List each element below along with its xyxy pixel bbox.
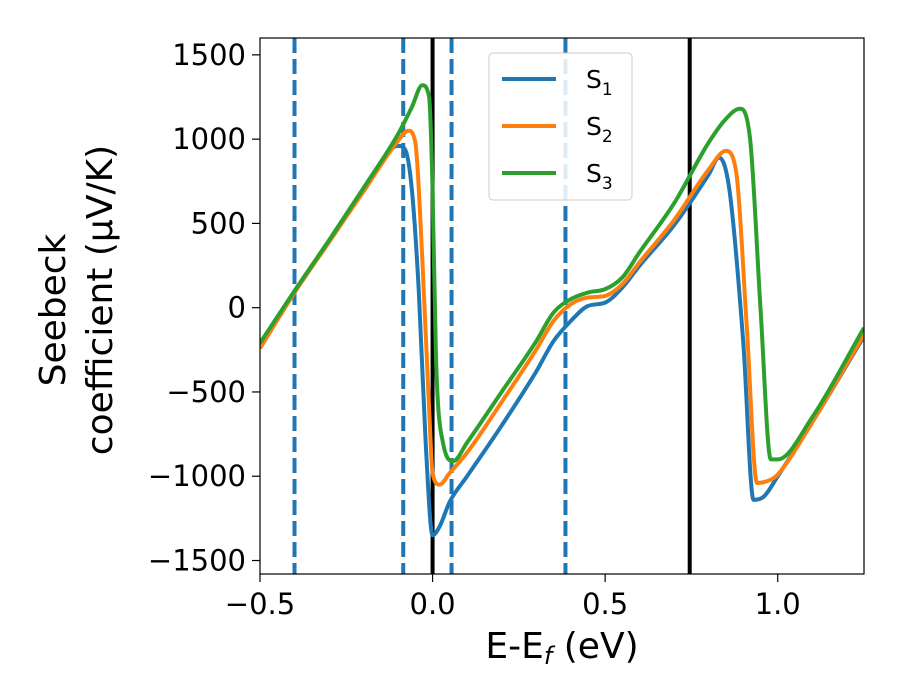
y-axis-label-line2: coefficient (μV/K) (80, 145, 121, 455)
series-line-s1 (260, 143, 864, 538)
x-tick-label: −0.5 (225, 587, 295, 621)
legend-label-s2: S2 (586, 112, 613, 147)
y-tick-label: 1000 (172, 122, 246, 156)
legend-box (488, 52, 633, 201)
series-layer (260, 83, 864, 538)
x-tick-label: 0.5 (582, 587, 628, 621)
y-tick-label: −500 (166, 375, 246, 409)
legend: S1 S2 S3 (488, 52, 633, 201)
x-tick-label: 1.0 (755, 587, 801, 621)
legend-label-s3: S3 (586, 159, 613, 194)
legend-label-s1: S1 (586, 65, 613, 100)
y-tick-label: −1500 (148, 544, 246, 578)
x-axis-label: E-Ef (eV) (485, 626, 638, 670)
x-axis-ticks: −0.5 0.0 0.5 1.0 (225, 574, 801, 621)
y-tick-label: −1000 (148, 459, 246, 493)
series-line-s2 (260, 128, 864, 487)
series-line-s3 (260, 83, 864, 464)
x-tick-label: 0.0 (410, 587, 456, 621)
y-tick-label: 500 (191, 206, 246, 240)
plot-frame (259, 37, 865, 575)
y-axis-ticks: −1500 −1000 −500 0 500 1000 1500 (148, 38, 260, 578)
y-tick-label: 0 (228, 291, 246, 325)
y-tick-label: 1500 (172, 38, 246, 72)
y-axis-label-line1: Seebeck (33, 233, 74, 386)
